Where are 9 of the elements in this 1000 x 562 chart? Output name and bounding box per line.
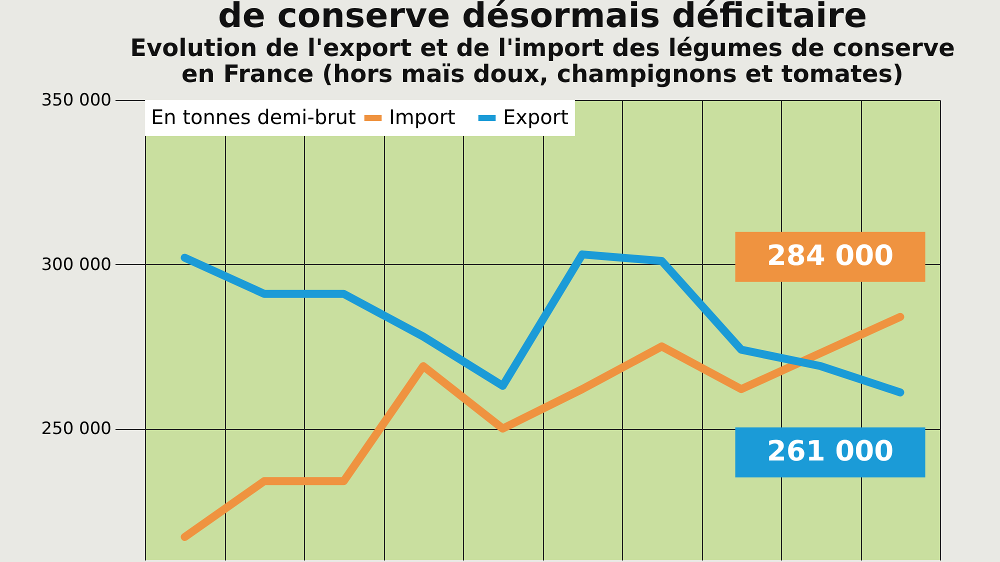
data-label: 284 000 xyxy=(766,238,894,272)
y-tick-label: 300 000 xyxy=(41,254,112,275)
legend-label: Import xyxy=(389,105,456,129)
data-label: 261 000 xyxy=(766,434,894,468)
legend-title: En tonnes demi-brut xyxy=(151,105,356,129)
legend-label: Export xyxy=(503,105,569,129)
chart-subtitle: Evolution de l'export et de l'import des légumes de conserve en France (hors maïs doux, champignons et tomates) xyxy=(130,34,955,88)
y-tick-label: 350 000 xyxy=(41,90,112,110)
y-tick-label: 250 000 xyxy=(41,419,112,440)
